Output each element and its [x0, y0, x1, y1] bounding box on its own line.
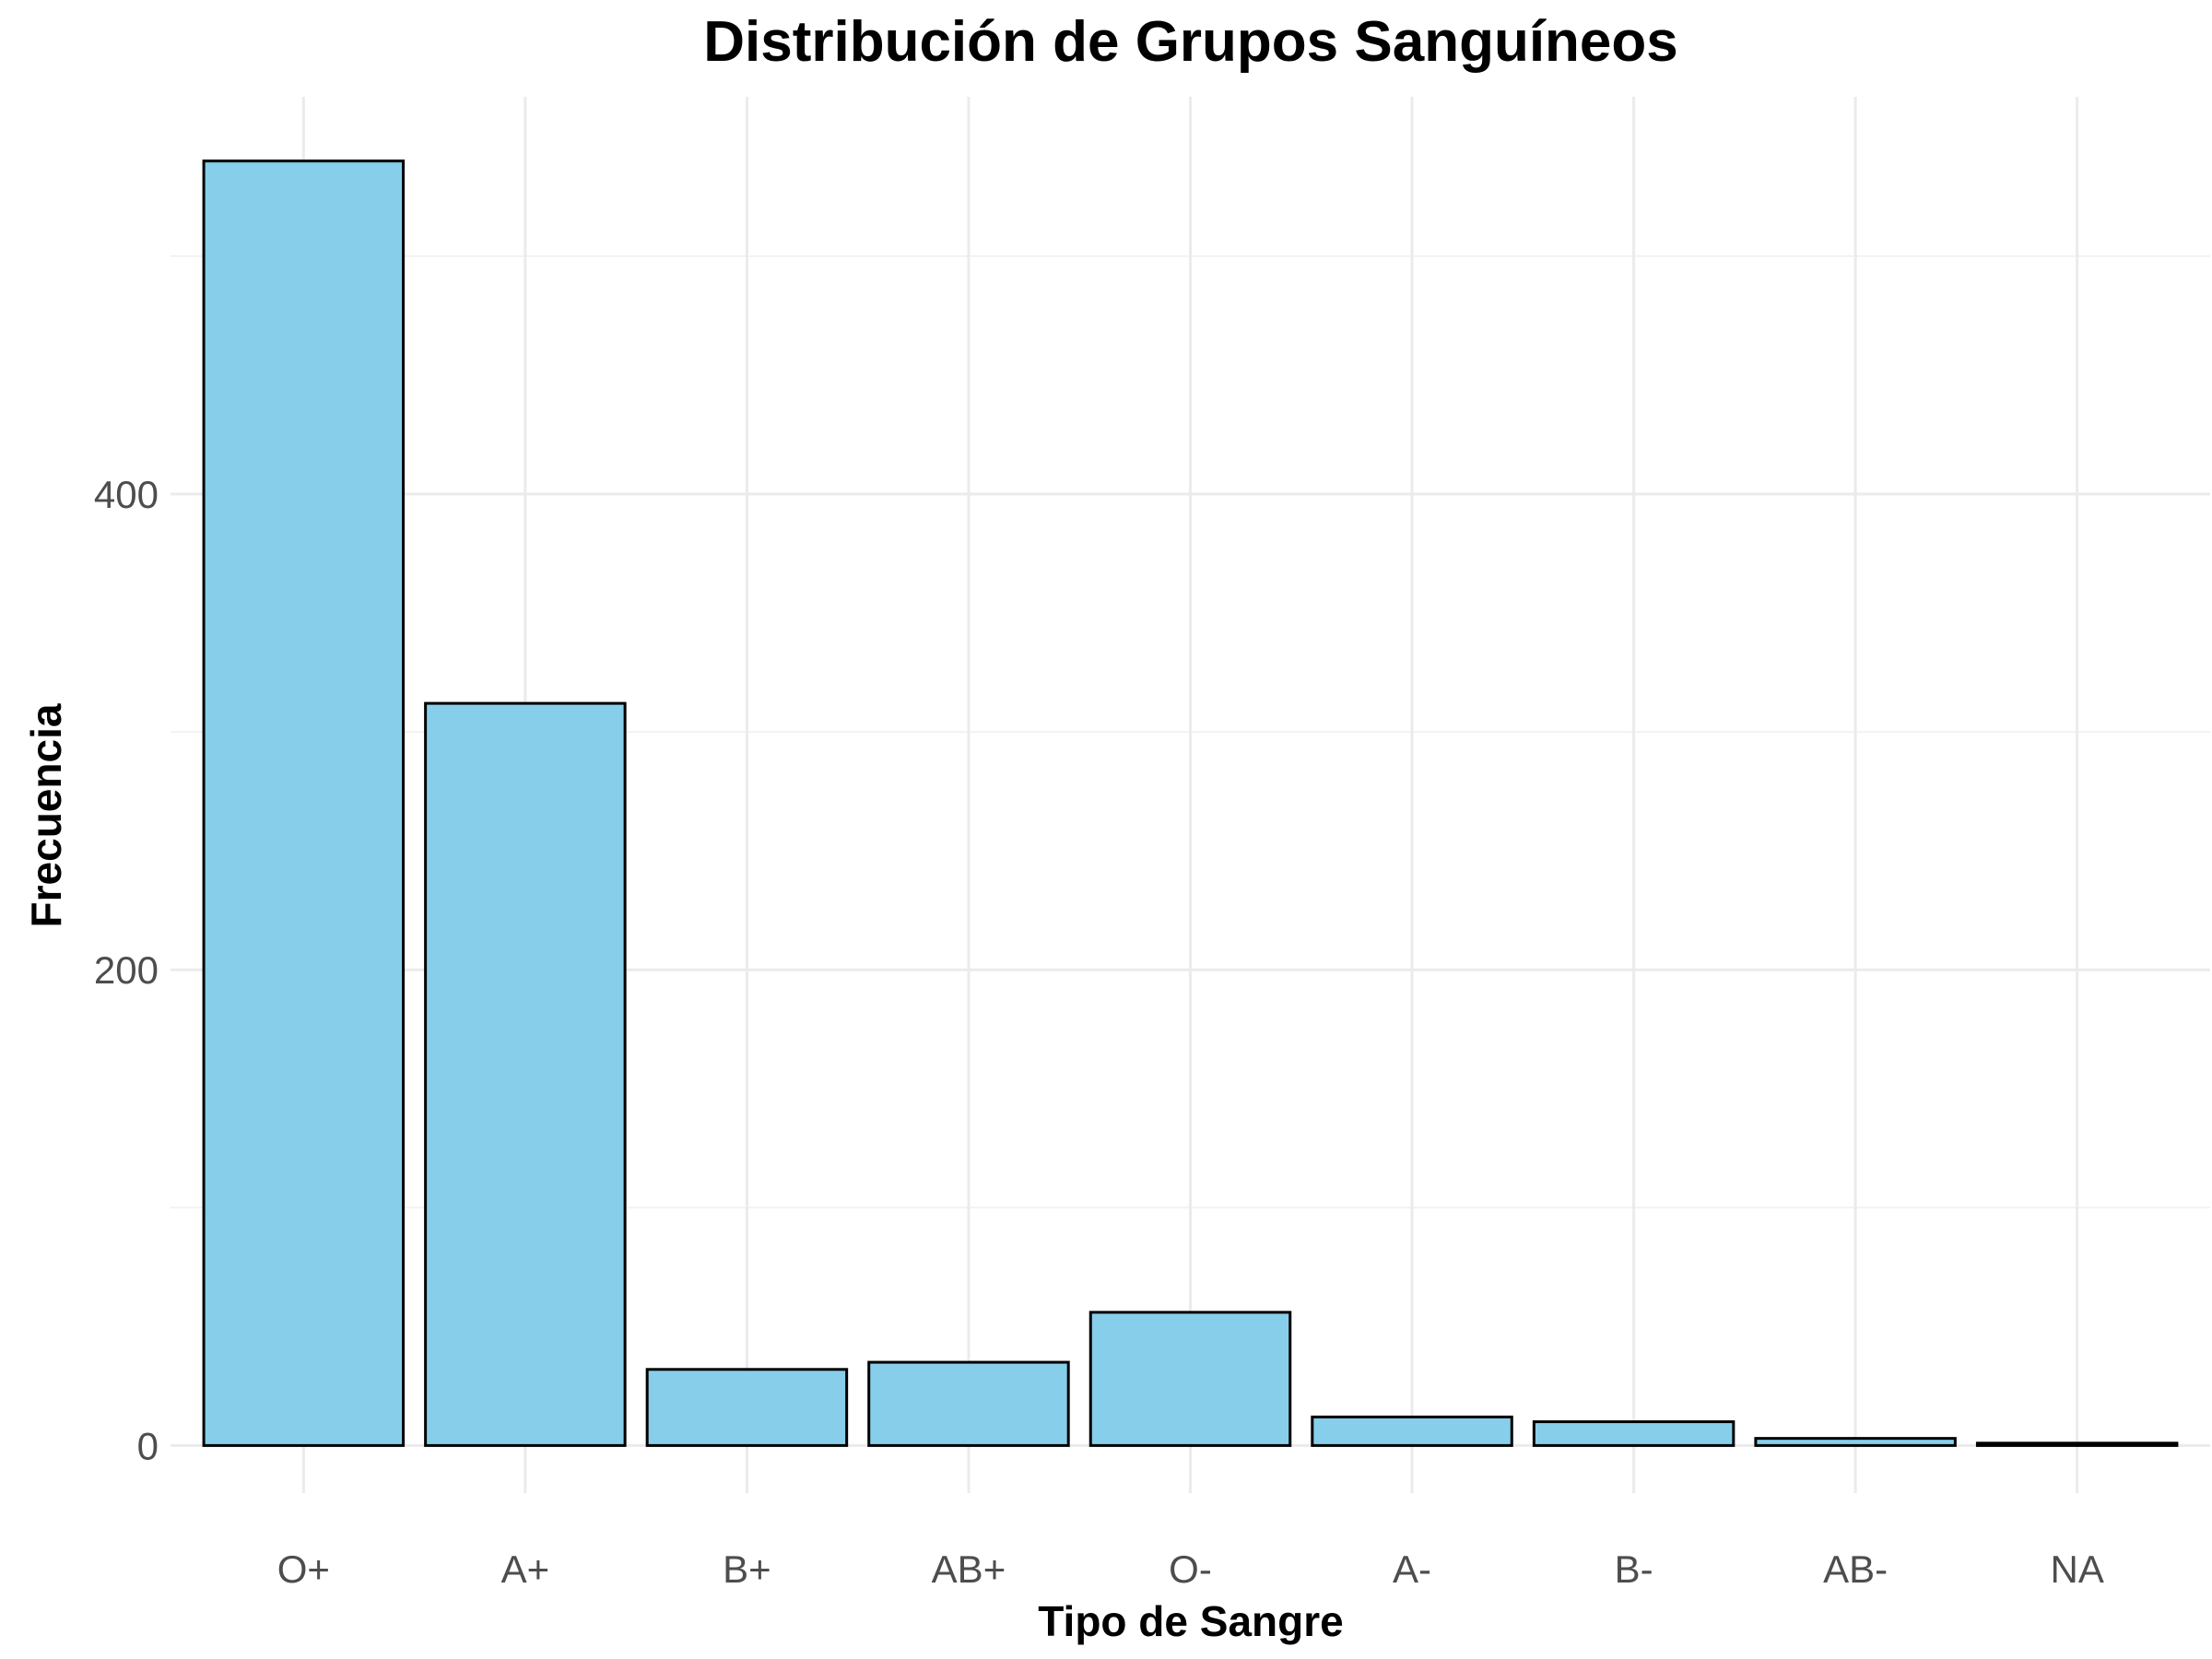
bar-B- — [1532, 1420, 1735, 1447]
x-tick-label: B- — [1615, 1547, 1653, 1591]
x-tick-label: AB+ — [932, 1547, 1006, 1591]
y-tick-label: 0 — [137, 1424, 159, 1467]
chart-title: Distribución de Grupos Sanguíneos — [703, 10, 1678, 74]
y-axis-title: Frecuencia — [22, 703, 70, 927]
x-tick-label: O+ — [277, 1547, 330, 1591]
bar-NA — [1975, 1441, 2179, 1447]
y-tick-labels: 0 200 400 — [94, 473, 159, 1467]
grid-lines — [171, 97, 2210, 1493]
y-tick-label: 400 — [94, 473, 159, 516]
x-tick-labels: O+ A+ B+ AB+ O- A- B- AB- NA — [277, 1547, 2104, 1591]
x-tick-label: NA — [2050, 1547, 2103, 1591]
bar-O- — [1088, 1311, 1292, 1447]
bar-AB- — [1754, 1437, 1957, 1447]
x-tick-label: A- — [1393, 1547, 1431, 1591]
bar-O+ — [202, 159, 406, 1447]
bar-A+ — [424, 701, 627, 1447]
y-tick-label: 200 — [94, 948, 159, 992]
bars — [202, 159, 2179, 1447]
x-tick-label: O- — [1169, 1547, 1212, 1591]
bar-B+ — [645, 1368, 849, 1447]
bar-A- — [1311, 1415, 1513, 1447]
x-tick-label: A+ — [501, 1547, 550, 1591]
x-tick-label: B+ — [723, 1547, 771, 1591]
x-axis-title: Tipo de Sangre — [1038, 1597, 1343, 1645]
bar-AB+ — [867, 1360, 1070, 1447]
x-tick-label: AB- — [1823, 1547, 1888, 1591]
